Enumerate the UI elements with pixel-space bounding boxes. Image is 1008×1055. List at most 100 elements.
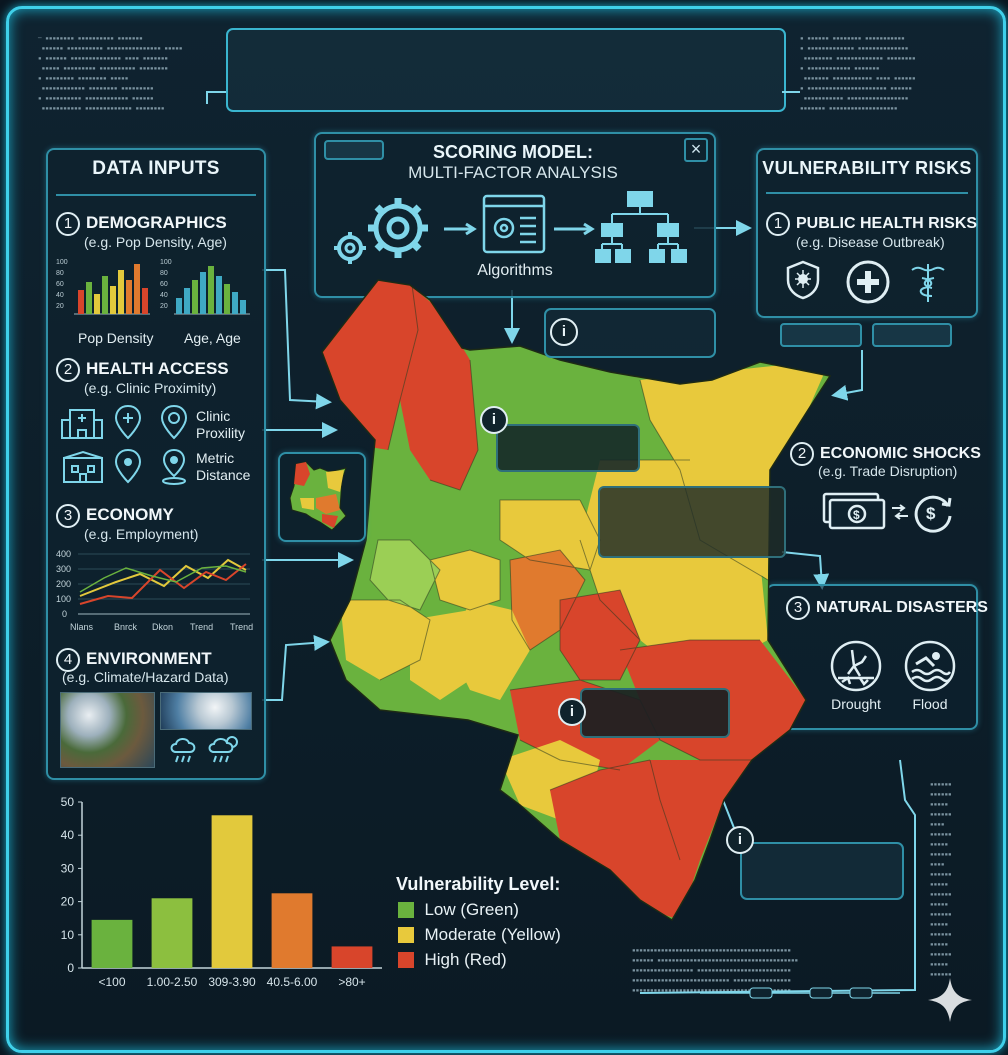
risk-number-1: 1 xyxy=(766,212,790,236)
axis-tick: 400 xyxy=(56,549,71,559)
arrow-right-icon xyxy=(444,222,477,236)
drought-icon xyxy=(830,640,882,692)
step-number-1: 1 xyxy=(56,212,80,236)
info-icon-south[interactable]: i xyxy=(558,698,586,726)
health-access-subtitle: (e.g. Clinic Proximity) xyxy=(84,380,217,396)
info-box-south xyxy=(580,688,730,738)
economic-shocks-heading: 2 ECONOMIC SHOCKS xyxy=(790,442,981,466)
economic-shocks-subtitle: (e.g. Trade Disruption) xyxy=(818,463,958,479)
economy-line-chart: 400 300 200 100 0 Nlans Bnrck Dkon Trend… xyxy=(56,549,253,632)
x-tick-label: <100 xyxy=(98,975,125,989)
demographics-mini-chart-1: 100 80 60 40 20 xyxy=(56,259,150,315)
axis-tick: 20 xyxy=(160,303,168,310)
legend-item-low: Low (Green) xyxy=(398,900,519,920)
axis-tick: Trend xyxy=(190,622,213,632)
money-bill-icon: $ xyxy=(822,492,886,530)
demographics-heading: 1 DEMOGRAPHICS xyxy=(56,212,227,236)
legend-swatch-low xyxy=(398,902,414,918)
shield-virus-icon xyxy=(786,260,820,300)
bar xyxy=(151,898,193,968)
y-tick-label: 10 xyxy=(61,928,75,942)
storm-cloud-icon xyxy=(208,736,238,763)
legend-title: Vulnerability Level: xyxy=(396,874,561,894)
vulnerability-bar-chart: 0 10 20 30 40 50 <100 1.00-2.50 309-3.90 40.5-6.0… xyxy=(61,795,382,989)
legend-swatch-moderate xyxy=(398,927,414,943)
y-tick-label: 30 xyxy=(61,861,75,875)
exchange-arrows-icon xyxy=(892,504,908,520)
close-button[interactable]: × xyxy=(684,138,708,162)
svg-text:$: $ xyxy=(853,508,860,522)
flood-label: Flood xyxy=(912,696,948,712)
header-text-noise-left: ─ ▪▪▪▪▪▪▪▪ ▪▪▪▪▪▪▪▪▪▪ ▪▪▪▪▪▪▪ ▪▪▪▪▪▪ ▪▪▪… xyxy=(38,35,183,112)
economy-subtitle: (e.g. Employment) xyxy=(84,526,199,542)
scoring-tab-pill xyxy=(324,140,384,160)
legend-item-moderate: Moderate (Yellow) xyxy=(398,925,561,945)
info-box-east xyxy=(598,486,786,558)
scoring-subtitle: MULTI-FACTOR ANALYSIS xyxy=(408,163,618,182)
info-icon-top[interactable]: i xyxy=(550,318,578,346)
info-icon-bottom-right[interactable]: i xyxy=(726,826,754,854)
drought-label: Drought xyxy=(831,696,881,712)
data-inputs-title: DATA INPUTS xyxy=(92,158,220,179)
svg-text:$: $ xyxy=(926,504,936,523)
axis-tick: 20 xyxy=(56,303,64,310)
info-box-north xyxy=(496,424,640,472)
algorithms-label: Algorithms xyxy=(477,262,553,279)
inset-map xyxy=(289,461,347,531)
y-tick-label: 50 xyxy=(61,795,75,809)
economy-heading: 3 ECONOMY xyxy=(56,504,174,528)
axis-tick: 80 xyxy=(160,270,168,277)
axis-tick: 40 xyxy=(160,292,168,299)
header-banner xyxy=(226,28,786,112)
axis-tick: 200 xyxy=(56,579,71,589)
axis-tick: 40 xyxy=(56,292,64,299)
step-number-3: 3 xyxy=(56,504,80,528)
bar xyxy=(91,919,133,968)
risk-pill-2 xyxy=(872,323,952,347)
flood-icon xyxy=(904,640,956,692)
arrow-right-icon-2 xyxy=(554,222,595,236)
distance-pin-icon xyxy=(114,448,142,484)
axis-tick: Dkon xyxy=(152,622,173,632)
axis-tick: 60 xyxy=(160,281,168,288)
decision-tree-icon xyxy=(595,191,687,263)
axis-tick: Bnrck xyxy=(114,622,138,632)
hospital-icon xyxy=(61,409,103,439)
vulnerability-risks-title: VULNERABILITY RISKS xyxy=(762,158,972,178)
risk-pill-1 xyxy=(780,323,862,347)
rain-cloud-icon xyxy=(170,738,196,763)
axis-tick: 80 xyxy=(56,270,64,277)
data-inputs-panel: DATA INPUTS xyxy=(46,148,266,780)
legend-item-high: High (Red) xyxy=(398,950,507,970)
map-marker-icon xyxy=(162,448,186,485)
clinic-pin-icon xyxy=(114,404,142,440)
bar xyxy=(331,946,373,968)
currency-cycle-icon: $ xyxy=(914,495,952,533)
y-tick-label: 20 xyxy=(61,895,75,909)
sparkle-icon xyxy=(928,978,972,1022)
demographics-mini-chart-2: 100 80 60 40 20 xyxy=(160,259,250,315)
x-tick-label: >80+ xyxy=(338,975,365,989)
caduceus-icon xyxy=(911,264,945,302)
x-tick-label: 1.00-2.50 xyxy=(147,975,198,989)
x-tick-label: 309-3.90 xyxy=(208,975,256,989)
health-access-heading: 2 HEALTH ACCESS xyxy=(56,358,229,382)
step-number-4: 4 xyxy=(56,648,80,672)
risk-number-2: 2 xyxy=(790,442,814,466)
axis-tick: 60 xyxy=(56,281,64,288)
algorithm-window-icon xyxy=(482,194,546,254)
slider-track-decoration xyxy=(700,987,900,999)
y-tick-label: 40 xyxy=(61,828,75,842)
info-box-bottom-right xyxy=(740,842,904,900)
info-icon-north[interactable]: i xyxy=(480,406,508,434)
x-tick-label: 40.5-6.00 xyxy=(267,975,318,989)
axis-tick: 100 xyxy=(56,594,71,604)
health-label-1: Clinic Proxility xyxy=(196,408,246,441)
legend-swatch-high xyxy=(398,952,414,968)
health-label-2: Metric Distance xyxy=(196,450,251,483)
gears-icon xyxy=(334,198,428,264)
risk-number-3: 3 xyxy=(786,596,810,620)
side-text-noise: ▪▪▪▪▪▪ ▪▪▪▪▪▪ ▪▪▪▪▪ ▪▪▪▪▪▪ ▪▪▪▪ ▪▪▪▪▪▪ ▪… xyxy=(930,781,952,978)
satellite-image-2 xyxy=(160,692,252,730)
medical-cross-icon xyxy=(846,260,890,304)
